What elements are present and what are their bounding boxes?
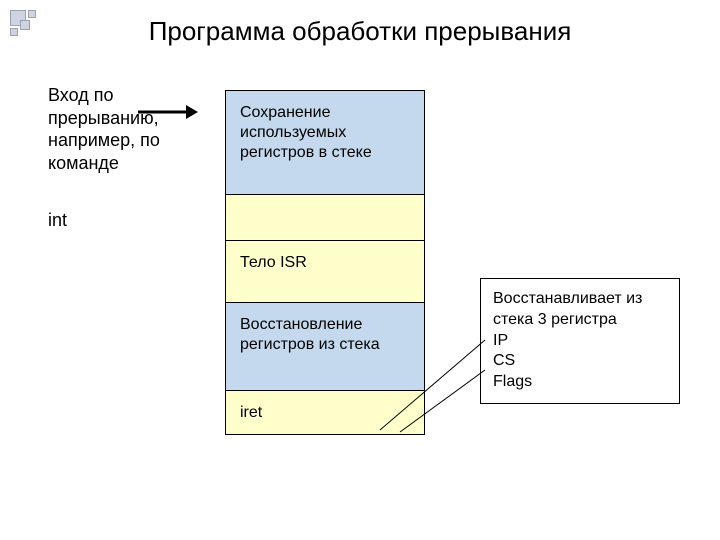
page-title: Программа обработки прерывания [0, 16, 720, 47]
int-label: int [48, 210, 67, 231]
cell-isr-body: Тело ISR [226, 241, 424, 303]
iret-description-text: Восстанавливает из стека 3 регистра IP C… [493, 290, 642, 390]
cell-iret: iret [226, 391, 424, 435]
entry-arrow-icon [138, 105, 198, 119]
entry-label: Вход по прерыванию, например, по команде [48, 84, 203, 174]
cell-save-registers: Сохранение используемых регистров в стек… [226, 91, 424, 195]
cell-spacer [226, 195, 424, 241]
isr-table: Сохранение используемых регистров в стек… [225, 90, 425, 435]
cell-restore-registers: Восстановление регистров из стека [226, 303, 424, 391]
iret-description-box: Восстанавливает из стека 3 регистра IP C… [480, 278, 680, 404]
